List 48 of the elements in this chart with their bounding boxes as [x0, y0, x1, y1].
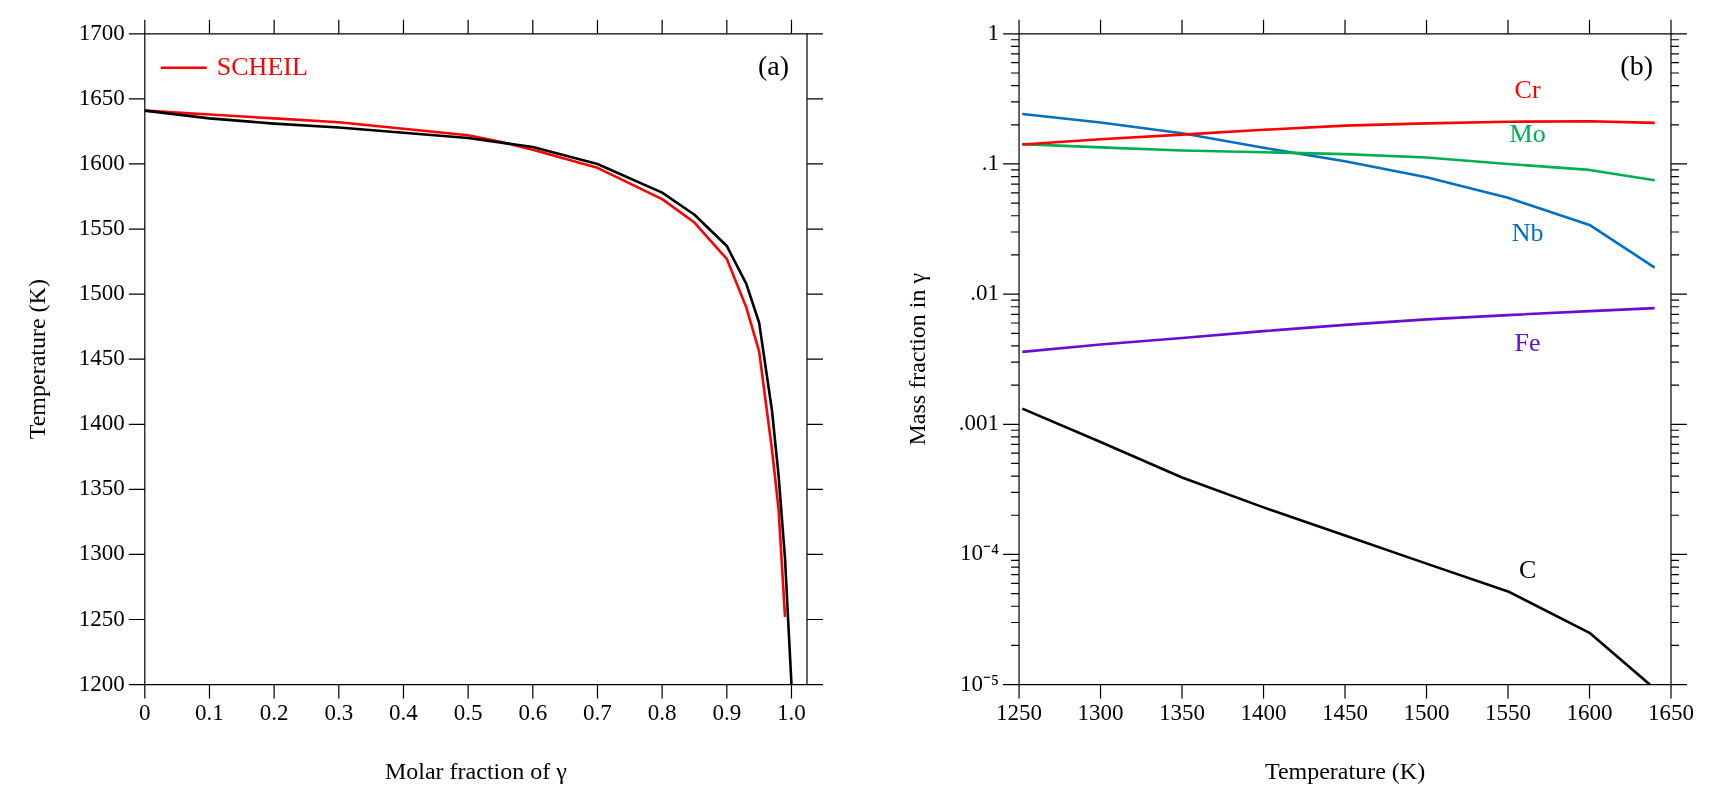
- x-tick-label: 0.1: [195, 700, 224, 726]
- x-tick-label: 1650: [1648, 700, 1694, 726]
- x-tick-label: 1600: [1566, 700, 1613, 726]
- x-tick-label: 1450: [1322, 700, 1369, 726]
- x-tick-label: 0.5: [453, 700, 483, 726]
- x-tick-label: 1300: [1077, 700, 1124, 726]
- series-label: Fe: [1514, 327, 1541, 357]
- y-tick-label: 1650: [78, 84, 125, 110]
- y-tick-label: 1400: [78, 410, 125, 436]
- x-tick-label: 0.2: [259, 700, 289, 726]
- y-tick-label: .01: [970, 280, 1000, 306]
- x-tick-label: 0: [139, 700, 151, 726]
- x-tick-label: 0.8: [647, 700, 677, 726]
- series-label: C: [1518, 555, 1537, 585]
- y-tick-label: 1350: [78, 475, 125, 501]
- series-label: Mo: [1509, 119, 1546, 149]
- x-tick-label: 0.3: [324, 700, 354, 726]
- y-tick-label: 1700: [78, 19, 125, 45]
- y-tick-label: .001: [958, 410, 1000, 436]
- x-axis-title: Molar fraction of γ: [384, 757, 568, 784]
- y-tick-label: 1500: [78, 280, 125, 306]
- x-axis-title: Temperature (K): [1264, 757, 1426, 784]
- series-label: Cr: [1514, 75, 1541, 105]
- y-tick-label: 1450: [78, 345, 125, 371]
- x-tick-label: 1500: [1403, 700, 1450, 726]
- y-axis-title: Mass fraction in γ: [903, 272, 930, 446]
- y-tick-label: .1: [981, 150, 1000, 176]
- x-tick-label: 1.0: [777, 700, 806, 726]
- x-tick-label: 0.4: [389, 700, 419, 726]
- y-tick-label: 1550: [78, 215, 125, 241]
- x-tick-label: 1550: [1485, 700, 1532, 726]
- x-tick-label: 0.6: [518, 700, 548, 726]
- x-tick-label: 0.7: [583, 700, 612, 726]
- y-tick-label: 1300: [78, 540, 125, 566]
- y-tick-label: 1200: [78, 670, 125, 696]
- legend-label: SCHEIL: [216, 51, 308, 81]
- annotation: (b): [1620, 50, 1653, 82]
- y-tick-label: 10⁻⁴: [960, 540, 1000, 566]
- series-label: Nb: [1511, 218, 1544, 248]
- y-tick-label: 1250: [78, 605, 125, 631]
- y-tick-label: 10⁻⁵: [960, 670, 1000, 696]
- x-tick-label: 0.9: [712, 700, 742, 726]
- y-tick-label: 1: [987, 19, 1000, 45]
- y-tick-label: 1600: [78, 150, 125, 176]
- x-tick-label: 1350: [1159, 700, 1206, 726]
- y-axis-title: Temperature (K): [23, 279, 50, 440]
- annotation: (a): [757, 50, 789, 82]
- x-tick-label: 1400: [1240, 700, 1287, 726]
